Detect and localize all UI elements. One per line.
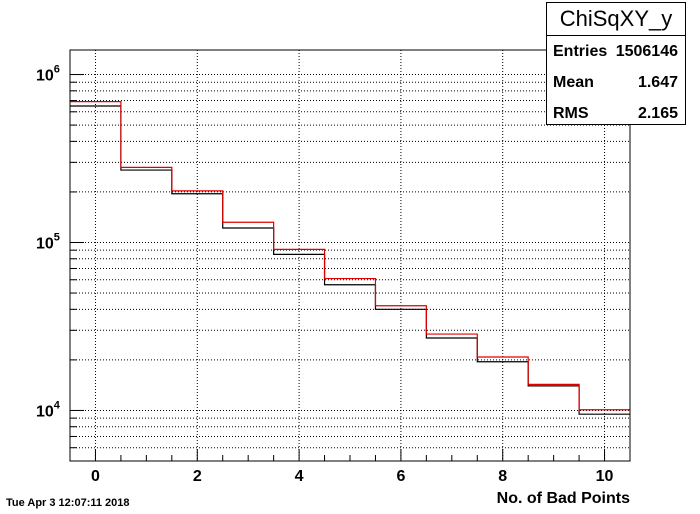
rms-value: 2.165 — [637, 105, 678, 122]
x-tick-label: 2 — [193, 468, 202, 485]
x-tick-label: 6 — [396, 468, 405, 485]
stats-box: ChiSqXY_y Entries 1506146 Mean 1.647 RMS… — [546, 2, 686, 125]
stats-title: ChiSqXY_y — [547, 3, 685, 36]
stats-entries-row: Entries 1506146 — [547, 36, 685, 67]
x-tick-label: 10 — [596, 468, 614, 485]
mean-label: Mean — [553, 74, 594, 91]
stats-rms-row: RMS 2.165 — [547, 98, 685, 129]
x-axis-label: No. of Bad Points — [497, 490, 630, 507]
x-tick-label: 0 — [91, 468, 100, 485]
entries-label: Entries — [553, 43, 608, 60]
rms-label: RMS — [553, 105, 589, 122]
y-tick-label: 104 — [36, 399, 61, 420]
x-tick-label: 4 — [295, 468, 304, 485]
timestamp: Tue Apr 3 12:07:11 2018 — [6, 497, 130, 509]
plot-area — [70, 50, 630, 461]
stats-mean-row: Mean 1.647 — [547, 67, 685, 98]
histogram-red — [70, 101, 630, 411]
x-tick-label: 8 — [498, 468, 507, 485]
y-tick-label: 105 — [36, 231, 60, 252]
y-tick-label: 106 — [36, 64, 60, 85]
mean-value: 1.647 — [637, 74, 678, 91]
entries-value: 1506146 — [615, 43, 678, 60]
